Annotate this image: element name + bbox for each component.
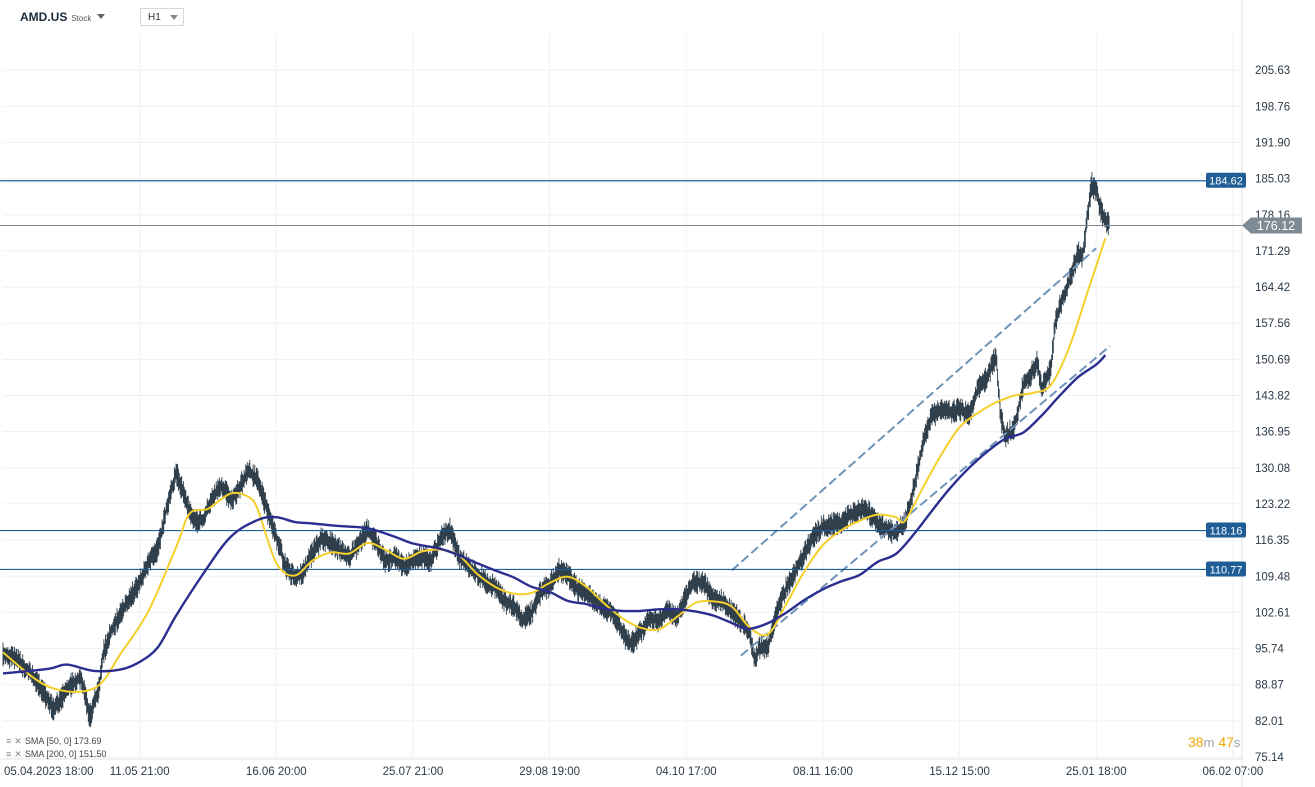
y-tick-label: 123.22 bbox=[1255, 499, 1290, 511]
y-tick-label: 102.61 bbox=[1255, 607, 1290, 619]
candle-countdown: 38m 47s bbox=[1188, 734, 1240, 750]
x-tick-label: 25.01 18:00 bbox=[1066, 766, 1127, 778]
price-tags: 184.62 118.16 110.77 176.12 bbox=[1206, 172, 1302, 577]
level-tag[interactable]: 110.77 bbox=[1206, 561, 1246, 577]
horizontal-levels bbox=[0, 180, 1242, 571]
channel-upper-line bbox=[731, 247, 1097, 572]
moving-averages bbox=[2, 237, 1107, 693]
x-axis: 05.04.2023 18:00 11.05 21:00 16.06 20:00 25… bbox=[4, 766, 1263, 778]
y-tick-label: 82.01 bbox=[1255, 716, 1284, 728]
x-tick-label: 04.10 17:00 bbox=[656, 766, 717, 778]
timer-seconds: 47 bbox=[1218, 734, 1234, 750]
sma50-line bbox=[2, 237, 1107, 693]
trend-channel bbox=[731, 247, 1111, 657]
close-icon[interactable]: ✕ bbox=[14, 749, 22, 759]
y-tick-label: 130.08 bbox=[1255, 463, 1290, 475]
y-tick-label: 205.63 bbox=[1255, 65, 1290, 77]
timer-seconds-unit: s bbox=[1233, 735, 1241, 750]
close-icon[interactable]: ✕ bbox=[14, 736, 22, 746]
chevron-down-icon[interactable] bbox=[97, 14, 105, 19]
legend-value: 173.69 bbox=[73, 736, 102, 746]
legend-label: SMA [50, 0] bbox=[24, 736, 72, 746]
x-tick-label: 06.02 07:00 bbox=[1203, 766, 1264, 778]
chevron-down-icon bbox=[170, 15, 178, 20]
x-tick-label: 08.11 16:00 bbox=[793, 766, 853, 778]
symbol-name: AMD.US bbox=[20, 10, 68, 24]
legend-label: SMA [200, 0] bbox=[24, 749, 77, 759]
y-tick-label: 164.42 bbox=[1255, 282, 1290, 294]
sma200-line bbox=[2, 354, 1107, 675]
channel-lower-line bbox=[740, 345, 1111, 657]
chart-toolbar: AMD.US Stock H1 bbox=[0, 0, 1240, 34]
y-tick-label: 143.82 bbox=[1255, 391, 1290, 403]
y-tick-label: 185.03 bbox=[1255, 174, 1290, 186]
y-tick-label: 191.90 bbox=[1255, 137, 1290, 149]
legend-sma50[interactable]: ≡ ✕ SMA [50, 0] 173.69 bbox=[6, 736, 101, 747]
y-tick-label: 116.35 bbox=[1255, 535, 1289, 547]
symbol-selector[interactable]: AMD.US Stock bbox=[20, 10, 91, 24]
timer-minutes: 38 bbox=[1188, 734, 1204, 750]
y-tick-label: 109.48 bbox=[1255, 571, 1290, 583]
y-tick-label: 171.29 bbox=[1255, 246, 1290, 258]
current-price-tag: 176.12 bbox=[1242, 217, 1302, 234]
legend-value: 151.50 bbox=[78, 749, 107, 759]
level-tag[interactable]: 184.62 bbox=[1206, 172, 1246, 188]
legend-sma200[interactable]: ≡ ✕ SMA [200, 0] 151.50 bbox=[6, 749, 106, 760]
level-value: 184.62 bbox=[1209, 176, 1243, 188]
timeframe-select[interactable]: H1 bbox=[140, 8, 184, 26]
current-price-value: 176.12 bbox=[1257, 219, 1295, 233]
level-value: 110.77 bbox=[1210, 564, 1243, 576]
x-tick-label: 15.12 15:00 bbox=[929, 766, 990, 778]
y-tick-label: 136.95 bbox=[1255, 427, 1290, 439]
menu-icon[interactable]: ≡ bbox=[6, 736, 12, 746]
y-tick-label: 198.76 bbox=[1255, 101, 1290, 113]
menu-icon[interactable]: ≡ bbox=[6, 749, 12, 759]
x-tick-label: 16.06 20:00 bbox=[246, 766, 307, 778]
timer-minutes-unit: m bbox=[1203, 735, 1215, 750]
x-tick-label: 29.08 19:00 bbox=[519, 766, 580, 778]
level-tag[interactable]: 118.16 bbox=[1206, 522, 1246, 538]
x-tick-label: 11.05 21:00 bbox=[110, 766, 170, 778]
y-tick-label: 75.14 bbox=[1255, 752, 1284, 764]
chart-grid bbox=[3, 34, 1242, 758]
instrument-type: Stock bbox=[71, 14, 92, 23]
y-tick-label: 88.87 bbox=[1255, 680, 1284, 692]
y-tick-label: 157.56 bbox=[1255, 318, 1290, 330]
level-value: 118.16 bbox=[1210, 526, 1243, 538]
x-tick-label: 05.04.2023 18:00 bbox=[4, 766, 94, 778]
timeframe-value: H1 bbox=[148, 12, 161, 23]
x-tick-label: 25.07 21:00 bbox=[383, 766, 444, 778]
y-tick-label: 95.74 bbox=[1255, 644, 1284, 656]
y-tick-label: 150.69 bbox=[1255, 354, 1290, 366]
